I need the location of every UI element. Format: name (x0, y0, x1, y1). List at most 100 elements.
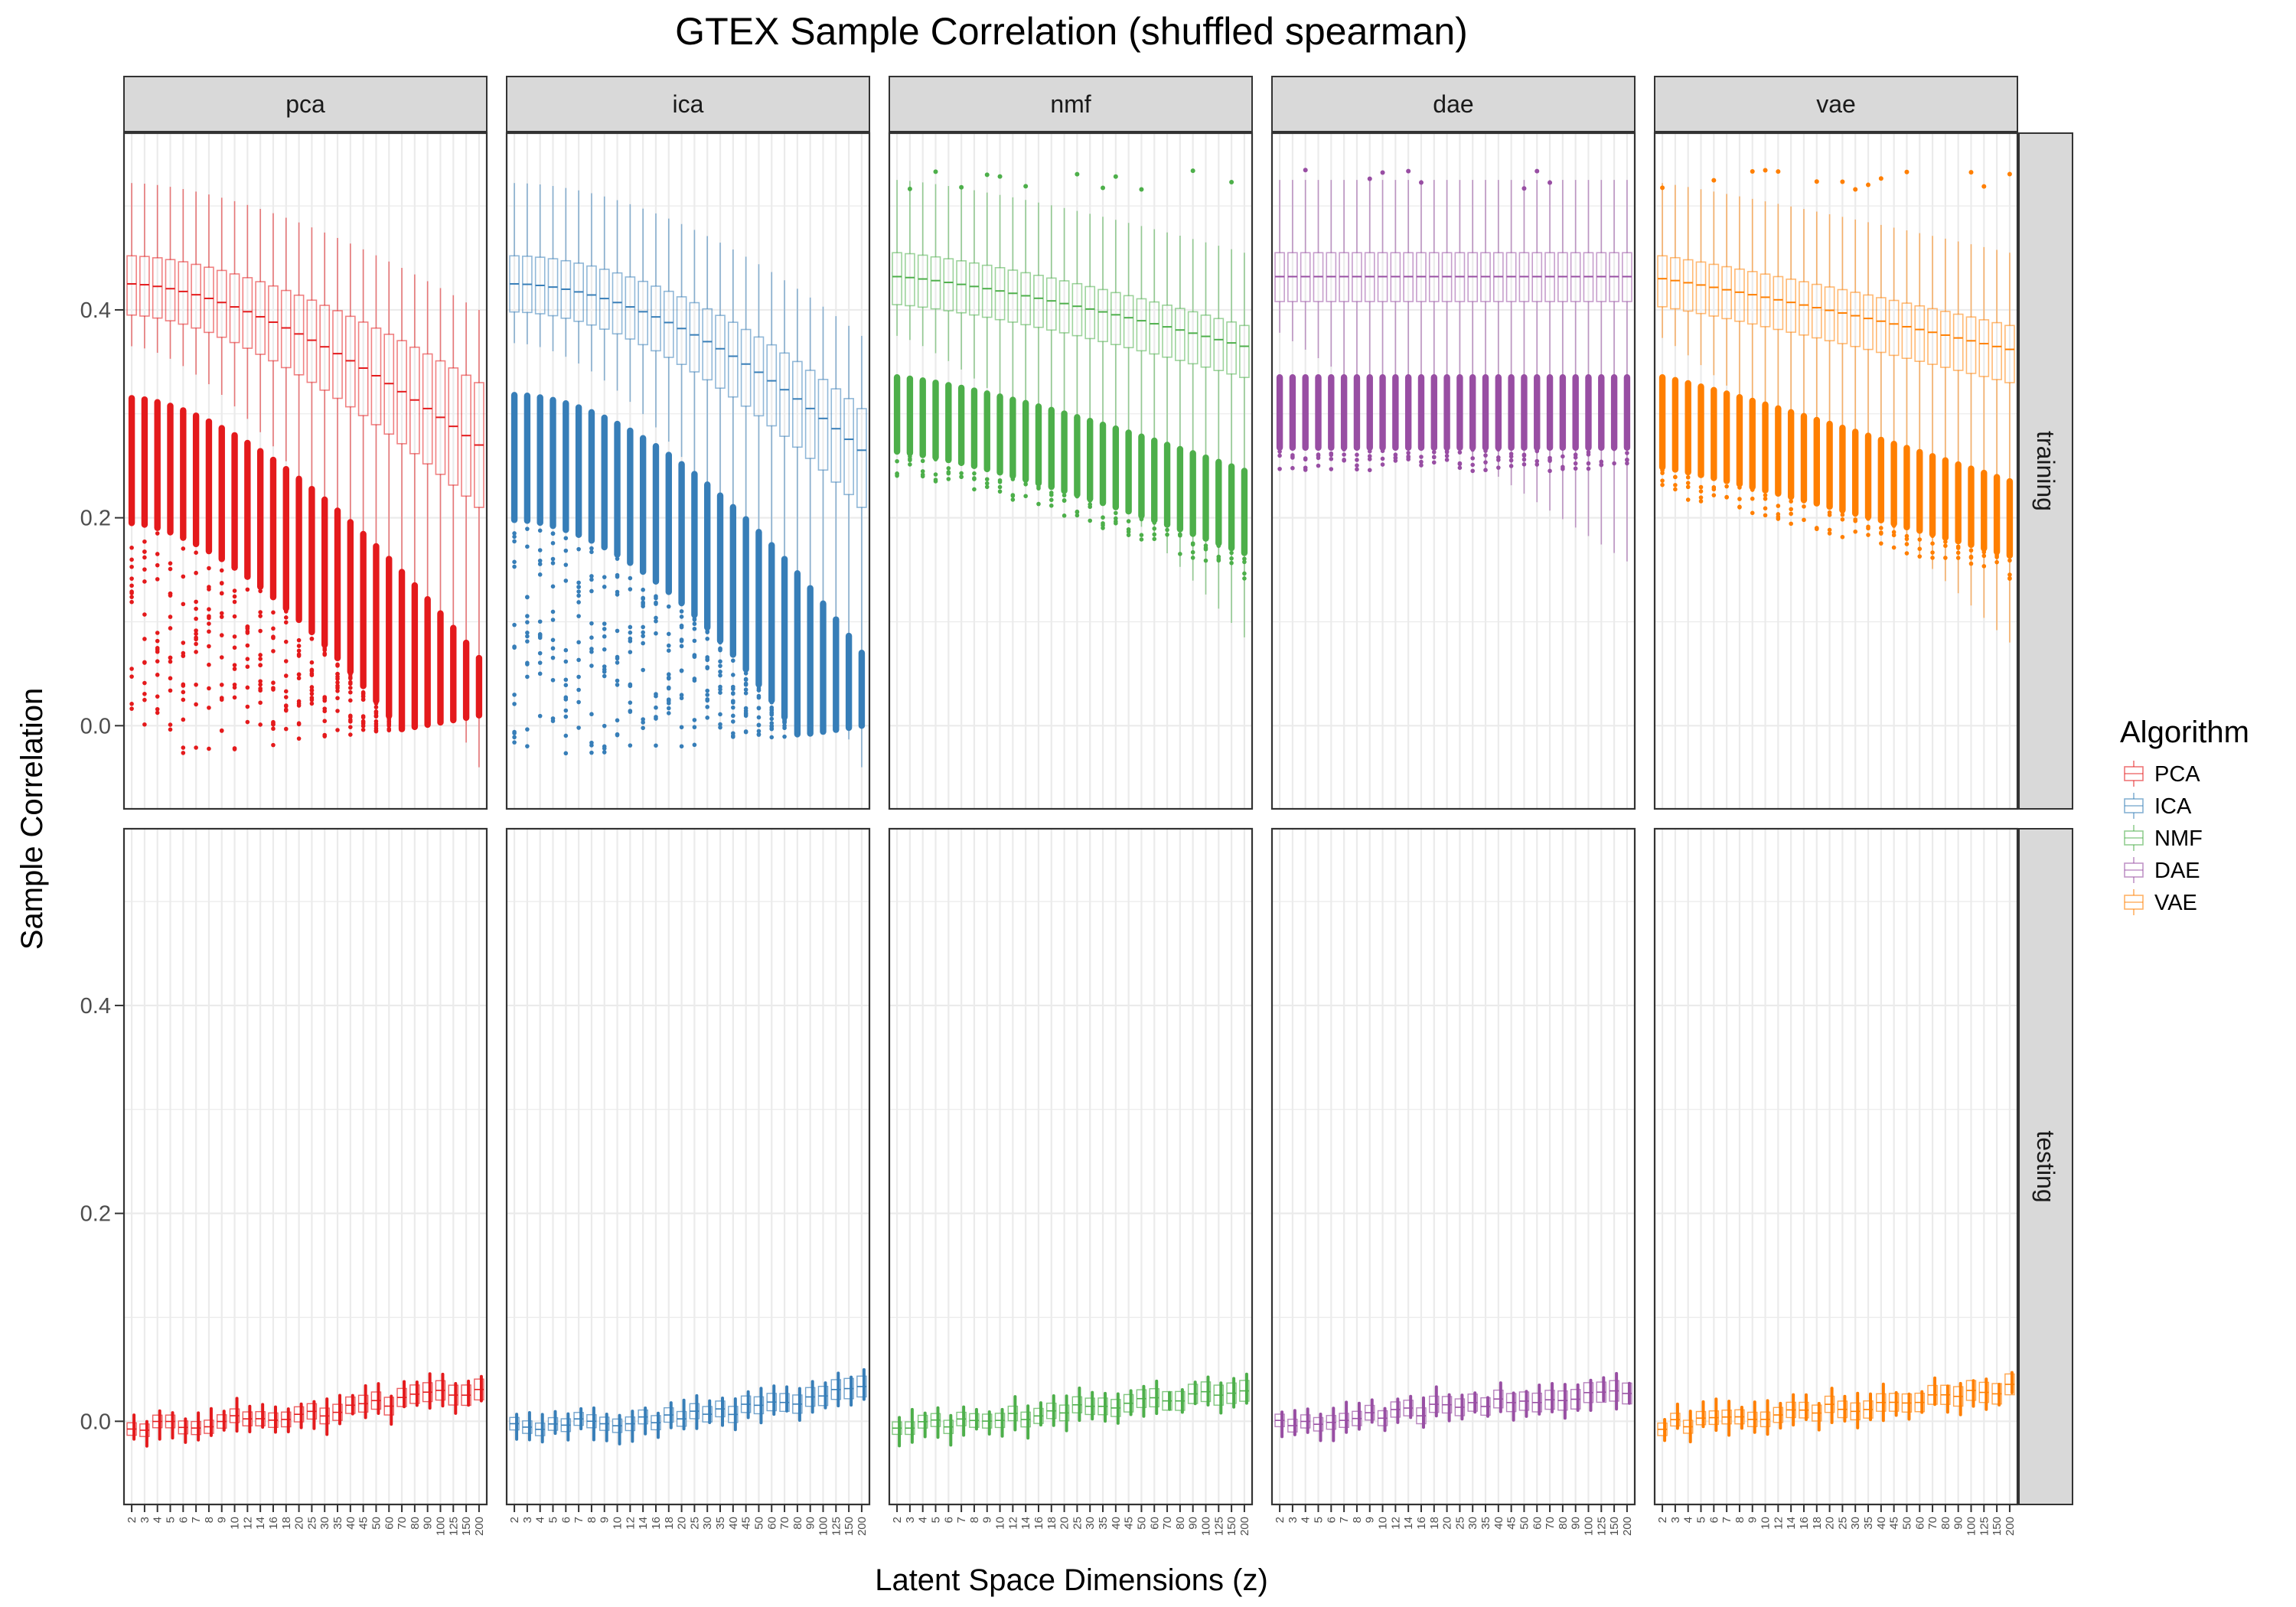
box (1914, 305, 1926, 362)
outlier-point (1685, 481, 1691, 485)
outlier-point (550, 618, 556, 622)
outlier-point (194, 570, 198, 575)
x-tick-label: 80 (1174, 1517, 1187, 1530)
box (1695, 261, 1707, 315)
outlier-point (731, 684, 735, 689)
outlier-point (984, 477, 990, 482)
outlier-point (168, 655, 173, 660)
x-tick-label: 60 (1148, 1517, 1161, 1530)
outlier-point (219, 697, 224, 702)
outlier-point (1840, 517, 1845, 522)
x-tick-label: 100 (1199, 1517, 1212, 1536)
outlier-point (1968, 548, 1974, 553)
outlier-point (679, 744, 684, 749)
outlier-point (907, 186, 912, 191)
outlier-point (756, 688, 762, 693)
outlier-point (232, 667, 237, 671)
outlier-point (563, 659, 569, 664)
outlier-point (769, 726, 775, 732)
outlier-point (1878, 176, 1883, 181)
outlier-point (756, 732, 762, 737)
outlier-point (795, 732, 800, 738)
box (1760, 273, 1771, 328)
outlier-point (769, 707, 775, 712)
outlier-point (705, 688, 710, 693)
outlier-point (1075, 509, 1080, 514)
outlier-point (1152, 532, 1157, 537)
x-tick-label: 5 (165, 1517, 178, 1523)
outlier-point (641, 600, 645, 605)
outlier-point (946, 466, 951, 471)
outlier-point (602, 575, 607, 579)
outlier-point (232, 566, 237, 571)
outlier-point (1724, 484, 1729, 489)
box (1863, 294, 1874, 350)
box (740, 328, 752, 407)
outlier-point (589, 621, 594, 626)
outlier-point (142, 539, 147, 544)
x-tick-label: 35 (714, 1517, 727, 1530)
outlier-point (743, 691, 748, 696)
outlier-point (348, 725, 353, 729)
x-tick-label: 125 (1595, 1517, 1608, 1536)
outlier-point (1763, 513, 1768, 518)
outlier-point (1277, 446, 1282, 451)
x-tick-label: 30 (1466, 1517, 1479, 1530)
outlier-point (1290, 454, 1295, 459)
outlier-point (641, 604, 645, 608)
outlier-point (602, 673, 607, 679)
x-tick-label: 6 (177, 1517, 190, 1523)
outlier-point (666, 631, 671, 637)
outlier-point (232, 663, 237, 667)
facet-panels: pca ica nmf dae vae training testing 0.0 0.2 0.4 0… (80, 76, 2073, 1536)
outlier-point (705, 698, 710, 703)
outlier-point (933, 457, 938, 461)
outlier-point (1470, 447, 1476, 452)
outlier-point (348, 715, 353, 719)
box (1927, 308, 1938, 365)
outlier-point (1229, 550, 1234, 556)
panel-training-vae (1653, 132, 2019, 810)
outlier-point (1548, 180, 1553, 185)
facet-strip-label-vae: vae (1816, 90, 1856, 118)
outlier-point (1101, 521, 1105, 526)
outlier-point (360, 727, 366, 732)
box (981, 264, 993, 318)
outlier-point (756, 722, 762, 728)
outlier-point (666, 648, 671, 653)
outlier-point (373, 705, 379, 709)
outlier-point (296, 672, 302, 677)
outlier-point (1126, 519, 1131, 523)
outlier-point (602, 723, 607, 729)
legend-label: NMF (2154, 826, 2203, 851)
x-tick-label: 9 (598, 1517, 612, 1523)
box (280, 289, 292, 369)
outlier-point (654, 692, 658, 696)
outlier-point (615, 656, 620, 661)
outlier-point (129, 564, 134, 569)
outlier-point (194, 599, 198, 605)
outlier-point (129, 521, 134, 526)
outlier-point (550, 561, 556, 566)
outlier-point (283, 695, 289, 699)
outlier-point (705, 666, 710, 670)
outlier-point (692, 617, 697, 622)
x-tick-label: 90 (1187, 1517, 1200, 1530)
outlier-point (512, 702, 517, 706)
outlier-point (1866, 533, 1870, 537)
outlier-point (679, 644, 684, 649)
outlier-point (258, 682, 263, 687)
x-tick-label: 35 (1479, 1517, 1492, 1530)
outlier-point (615, 732, 620, 737)
outlier-point (207, 746, 211, 751)
outlier-point (1380, 170, 1385, 175)
outlier-point (155, 646, 160, 650)
outlier-point (1165, 532, 1169, 537)
outlier-point (1229, 556, 1234, 561)
outlier-point (920, 469, 925, 474)
outlier-point (692, 621, 697, 627)
facet-strip-vae (1654, 76, 2018, 132)
outlier-point (550, 716, 556, 721)
x-tick-label: 45 (1888, 1517, 1901, 1530)
outlier-point (537, 660, 543, 665)
